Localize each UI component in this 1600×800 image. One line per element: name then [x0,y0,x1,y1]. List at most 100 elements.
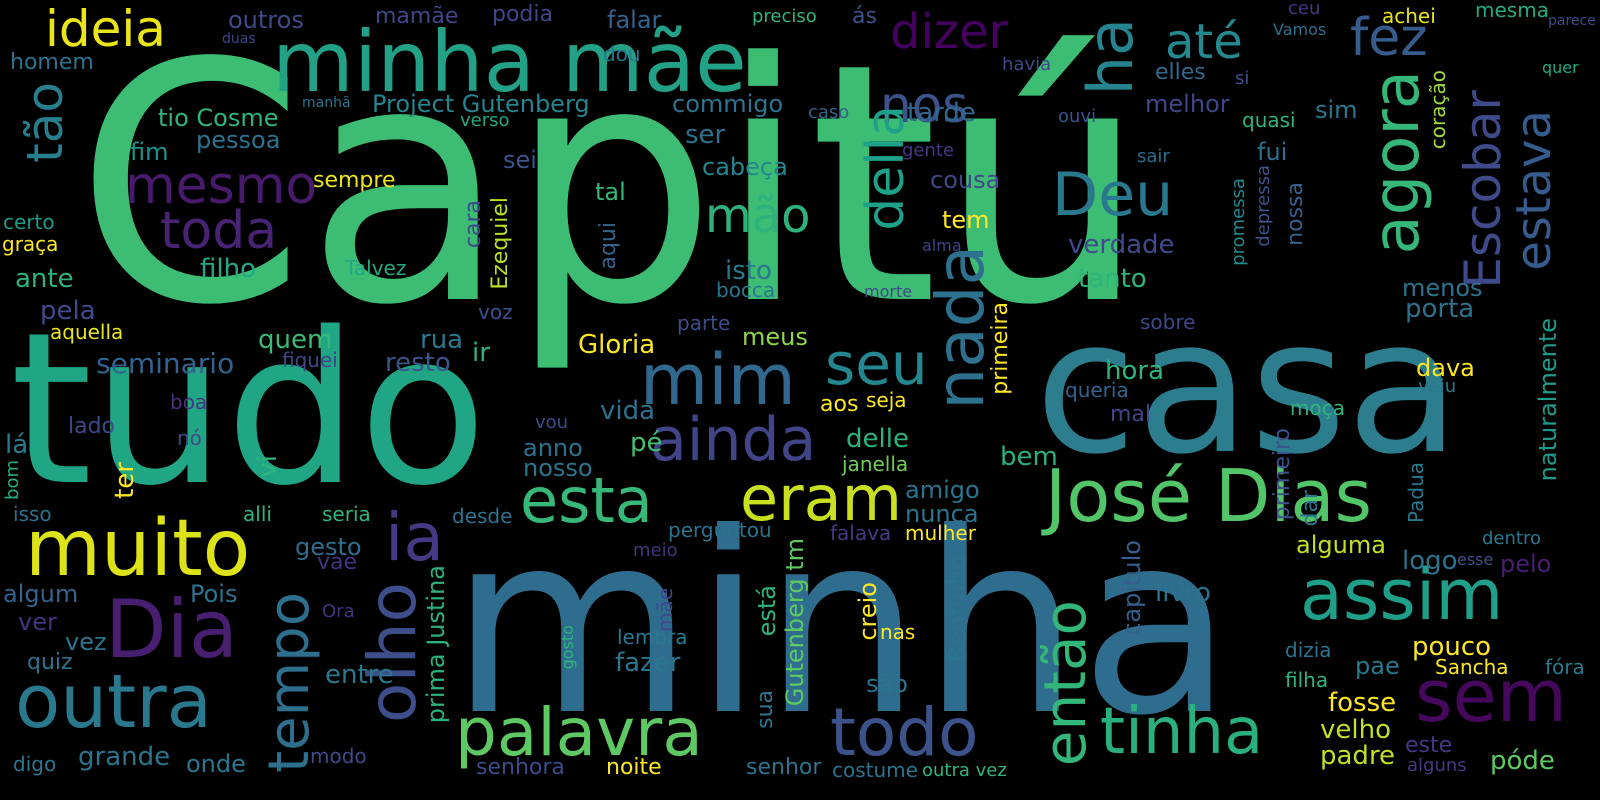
word-gutenberg-tm: Gutenberg tm [781,538,809,707]
word-dentro: dentro [1482,528,1541,549]
word-sao: são [866,670,908,698]
word-pouco: pouco [1412,632,1492,662]
word-vi: vi [253,455,283,478]
word-grande: grande [78,742,171,772]
word-talvez: Talvez [345,256,407,280]
word-sempre: sempre [313,168,396,193]
word-ouvi: ouvi [1058,106,1097,127]
word-della: della [856,105,916,231]
word-costume: costume [832,758,918,782]
word-as: ás [852,4,877,29]
word-morte: morte [864,282,913,301]
word-creio: creio [854,582,882,641]
word-esta-2: está [753,585,781,637]
word-ir: ir [472,338,490,368]
word-seu: seu [825,330,928,398]
word-bem: bem [1000,442,1058,472]
word-tarde: tarde [907,98,976,128]
word-tinha: tinha [1100,695,1264,769]
word-agora: agora [1360,70,1434,255]
word-nossa: nossa [1283,182,1308,246]
word-nada: nada [922,245,999,410]
word-escobar: Escobar [1454,90,1512,289]
word-aqui: aqui [596,222,621,270]
word-sem: sem [1415,654,1567,738]
word-dizia: dizia [1285,638,1332,662]
word-si: si [1235,68,1250,89]
word-gosto: gosto [558,625,577,670]
word-tudo: tudo [10,287,488,532]
word-fim: fim [130,138,169,166]
word-falar: falar [607,6,662,34]
word-capitu: Capitú [75,0,1148,377]
word-depressa: depressa [1253,165,1274,247]
word-padua: Padua [1404,462,1428,524]
word-mesmo: mesmo [125,156,318,216]
word-tal: tal [595,178,626,206]
word-tanto: tanto [1078,264,1147,294]
word-mamae: mamãe [375,4,459,29]
word-preciso: preciso [752,6,817,27]
word-janella: janella [842,452,909,476]
word-bentinho: Bentinho [943,555,971,663]
word-amigo: amigo [905,476,980,504]
word-no: nó [177,426,202,450]
word-aquella: aquella [50,320,124,344]
word-tao: tão [16,82,74,163]
word-todo: todo [830,694,979,771]
word-alguma: alguma [1296,531,1386,559]
word-queria: queria [1065,378,1129,402]
word-gloria: Gloria [578,330,656,360]
word-ainda: ainda [650,405,817,475]
word-seja: seja [866,388,907,412]
word-entao: então [1031,600,1099,767]
word-quasi: quasi [1242,108,1296,132]
word-outros: outros [228,6,304,34]
word-gente: gente [902,140,955,161]
word-fosse: fosse [1328,688,1397,718]
word-deu: Deu [1052,160,1174,230]
word-parte: parte [677,311,731,335]
word-mesma: mesma [1475,0,1549,22]
word-dar: dar [1298,490,1323,527]
word-sei: sei [503,146,537,174]
word-pe: pé [630,428,663,458]
word-seria: seria [322,502,371,526]
word-caso: caso [808,102,850,123]
word-alli: alli [243,502,272,526]
word-minha-mae: minha mãe [272,13,747,111]
word-ha: ha [1074,18,1147,96]
word-cara: cara [461,200,486,249]
word-outra-vez: outra vez [922,760,1007,781]
word-capitulo: capitulo [1118,540,1146,636]
word-nas: nas [880,620,916,644]
word-promessa: promessa [1228,178,1249,266]
word-mim: mim [640,339,796,421]
word-ceu: ceu [1288,0,1321,19]
word-project-gutenberg: Project Gutenberg [372,90,590,118]
word-assim: assim [1300,554,1504,636]
word-cabeca: cabeça [702,153,788,181]
word-boa: boa [170,390,208,414]
word-havia: havia [1002,54,1052,75]
word-commigo: commigo [672,90,784,118]
word-fiquei: fiquei [282,348,338,372]
word-la: lá [5,430,29,460]
word-ora: Ora [322,601,355,622]
word-nosso: nosso [523,454,593,482]
word-nos: nos [880,76,969,134]
word-prima-justina: prima Justina [422,565,450,724]
word-lado: lado [68,414,116,439]
word-sim: sim [1315,96,1358,124]
word-noite: noite [606,755,662,780]
word-livro: livro [1155,578,1211,608]
word-ezequiel: Ezequiel [488,197,513,290]
word-rua: rua [420,325,464,355]
word-fui: fui [1257,138,1288,166]
word-vez: vez [65,628,107,656]
word-vamos: Vamos [1273,20,1327,39]
word-verdade: verdade [1068,230,1175,260]
word-naturalmente: naturalmente [1534,318,1562,482]
word-pela: pela [40,296,96,326]
word-achei: achei [1382,4,1436,28]
